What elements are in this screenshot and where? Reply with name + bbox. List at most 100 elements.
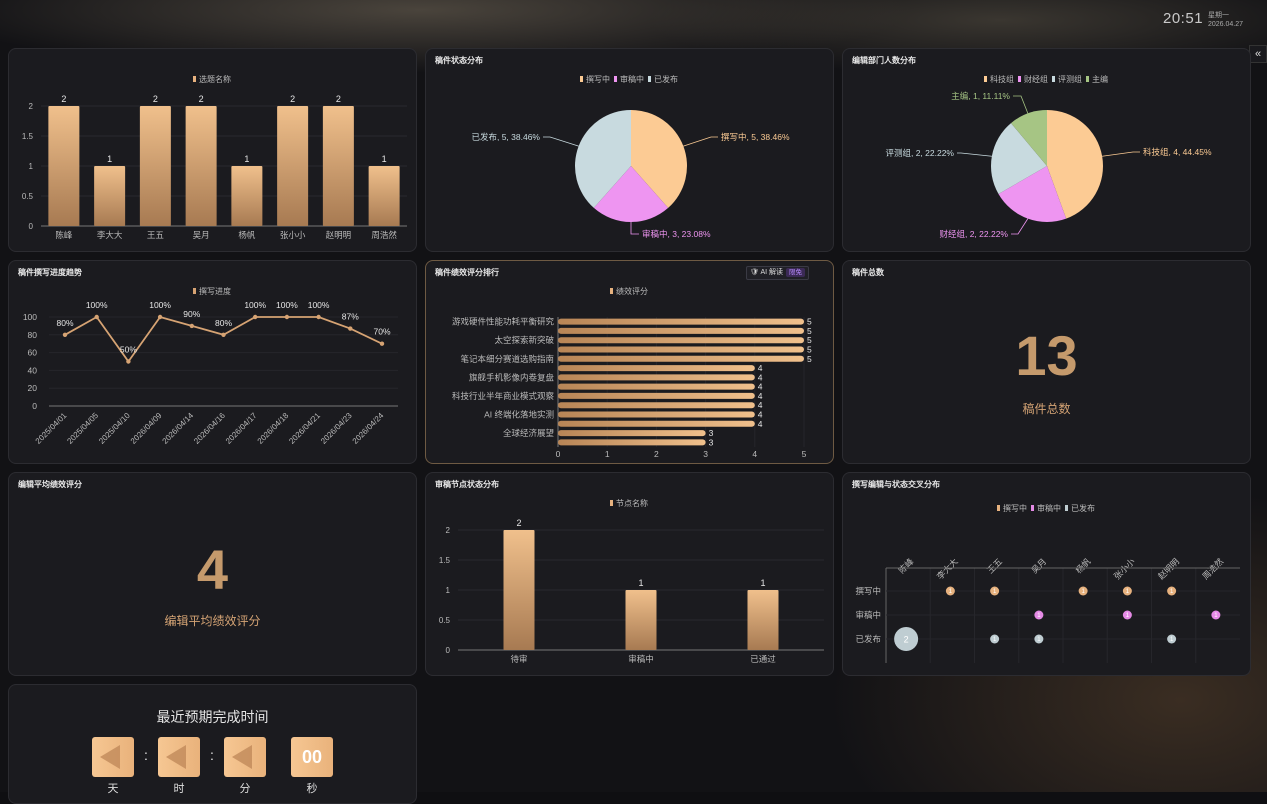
y-tick-label: 0	[32, 401, 37, 411]
date-info: 星期一 2026.04.27	[1208, 11, 1243, 29]
bar-value-label: 4	[758, 382, 763, 392]
legend-label: 撰写中	[1003, 503, 1027, 513]
bar-value-label: 1	[107, 154, 112, 164]
x-tick-label: 张小小	[1112, 556, 1137, 581]
bar	[558, 355, 804, 362]
legend-swatch	[1031, 505, 1034, 511]
y-tick-label: 撰写中	[855, 586, 881, 596]
x-tick-label: 周浩然	[371, 230, 397, 240]
countdown-second-box: 00	[291, 737, 333, 777]
x-tick-label: 2026/04/18	[256, 411, 291, 446]
countdown-day-box	[92, 737, 134, 777]
x-tick-label: 待审	[510, 654, 527, 664]
bar-value-label: 5	[807, 335, 812, 345]
bar	[185, 106, 217, 226]
bar	[503, 530, 535, 650]
point-label: 100%	[244, 300, 266, 310]
x-tick-label: 王五	[985, 556, 1004, 575]
x-tick-label: 2	[654, 449, 659, 459]
x-tick-label: 2026/04/14	[161, 411, 196, 446]
y-tick-label: 全球经济展望	[503, 428, 555, 438]
dept-pie-panel: 编辑部门人数分布 科技组 财经组 评测组 主编 科技组, 4, 44.45% 财经组, 2…	[842, 48, 1251, 252]
scatter-point-label: 1	[1214, 613, 1218, 619]
point-label: 80%	[215, 318, 232, 328]
point-label: 100%	[86, 300, 108, 310]
legend-swatch	[984, 76, 987, 82]
pie-slice	[991, 123, 1047, 194]
bar-value-label: 5	[807, 345, 812, 355]
x-tick-label: 2026/04/21	[287, 411, 322, 446]
bar-value-label: 1	[760, 578, 765, 588]
cross-scatter-panel: 撰写编辑与状态交叉分布 撰写中 审稿中 已发布 陈峰 李大大 王五 吴月 杨帆 张小小 赵明明 周浩…	[842, 472, 1251, 676]
unit-second: 秒	[306, 783, 318, 795]
bar	[139, 106, 171, 226]
y-tick-label: 科技行业半年商业模式观察	[452, 391, 555, 401]
scatter-point	[1078, 586, 1088, 596]
ai-insight-button[interactable]: 🛡 AI 解读 限免	[745, 266, 809, 280]
pie-leader-line	[1011, 218, 1029, 235]
bar	[558, 365, 755, 372]
countdown-panel: 最近预期完成时间 : : : 00 天 时 分 秒	[8, 684, 417, 804]
date: 2026.04.27	[1208, 21, 1244, 28]
x-tick-label: 2025/04/01	[34, 411, 69, 446]
legend-swatch	[614, 76, 617, 82]
x-tick-label: 0	[556, 449, 561, 459]
bar-value-label: 5	[807, 317, 812, 327]
x-tick-label: 2026/04/24	[351, 411, 386, 446]
legend-label: 绩效评分	[616, 286, 648, 296]
bar	[48, 106, 80, 226]
data-point	[157, 314, 163, 320]
y-tick-label: 1.5	[439, 556, 451, 565]
y-tick-label: 旗舰手机影像内卷复盘	[469, 372, 555, 382]
topic-chart-panel: 选题名称 0 0.5 1 1.5 2 2 陈峰 1 李大大 2 王五 2 吴月 1 杨帆 2 张小小 2 赵明明 1 周浩…	[8, 48, 417, 252]
unit-hour: 时	[173, 783, 185, 795]
free-badge: 限免	[786, 268, 805, 277]
bar-value-label: 3	[709, 437, 714, 447]
legend-label: 已发布	[654, 74, 678, 84]
point-label: 50%	[120, 345, 137, 355]
colon: :	[144, 747, 148, 763]
trend-line-chart: 撰写进度 0 20 40 60 80 100 80% 2025/04/01 100% 2025/04…	[23, 286, 398, 446]
unit-day: 天	[107, 783, 119, 795]
total-panel: 稿件总数 13 稿件总数	[842, 260, 1251, 464]
total-value: 13	[1015, 324, 1078, 387]
pie-leader-line	[683, 136, 718, 147]
bar	[231, 166, 263, 226]
data-point	[284, 314, 290, 320]
bar	[558, 346, 804, 353]
x-tick-label: 5	[802, 449, 807, 459]
y-tick-label: 太空探索新突破	[494, 335, 554, 345]
scatter-point-label: 1	[1170, 589, 1174, 595]
x-tick-label: 2026/04/09	[129, 411, 164, 446]
x-tick-label: 2026/04/17	[224, 411, 259, 446]
bar	[625, 590, 657, 650]
scatter-point-label: 1	[1037, 637, 1041, 643]
pie-slice	[1047, 110, 1103, 219]
legend-swatch	[997, 505, 1000, 511]
y-tick-label: 0	[446, 646, 451, 655]
unit-minute: 分	[239, 783, 251, 795]
y-tick-label: 2	[29, 102, 34, 111]
y-tick-label: 1	[29, 162, 34, 171]
countdown-minute-box	[224, 737, 266, 777]
data-point	[189, 323, 194, 329]
data-point	[348, 326, 353, 331]
scatter-point	[1167, 586, 1177, 596]
pie-slice	[631, 110, 687, 208]
pie-slice-label: 审稿中, 3, 23.08%	[642, 229, 711, 239]
x-tick-label: 陈峰	[55, 230, 73, 240]
x-tick-label: 赵明明	[326, 230, 352, 240]
point-label: 90%	[183, 309, 200, 319]
top-bar: 20:51 星期一 2026.04.27	[0, 0, 1267, 40]
point-label: 100%	[149, 300, 171, 310]
scatter-point	[1122, 586, 1132, 596]
scatter-point-label: 1	[1126, 613, 1130, 619]
x-tick-label: 4	[752, 449, 757, 459]
bar	[558, 439, 706, 446]
legend-label: 已发布	[1071, 503, 1095, 513]
bar-value-label: 1	[244, 154, 249, 164]
pie-slice	[575, 110, 631, 208]
collapse-sidebar-icon[interactable]: «	[1249, 45, 1267, 63]
bar-value-label: 5	[807, 326, 812, 336]
